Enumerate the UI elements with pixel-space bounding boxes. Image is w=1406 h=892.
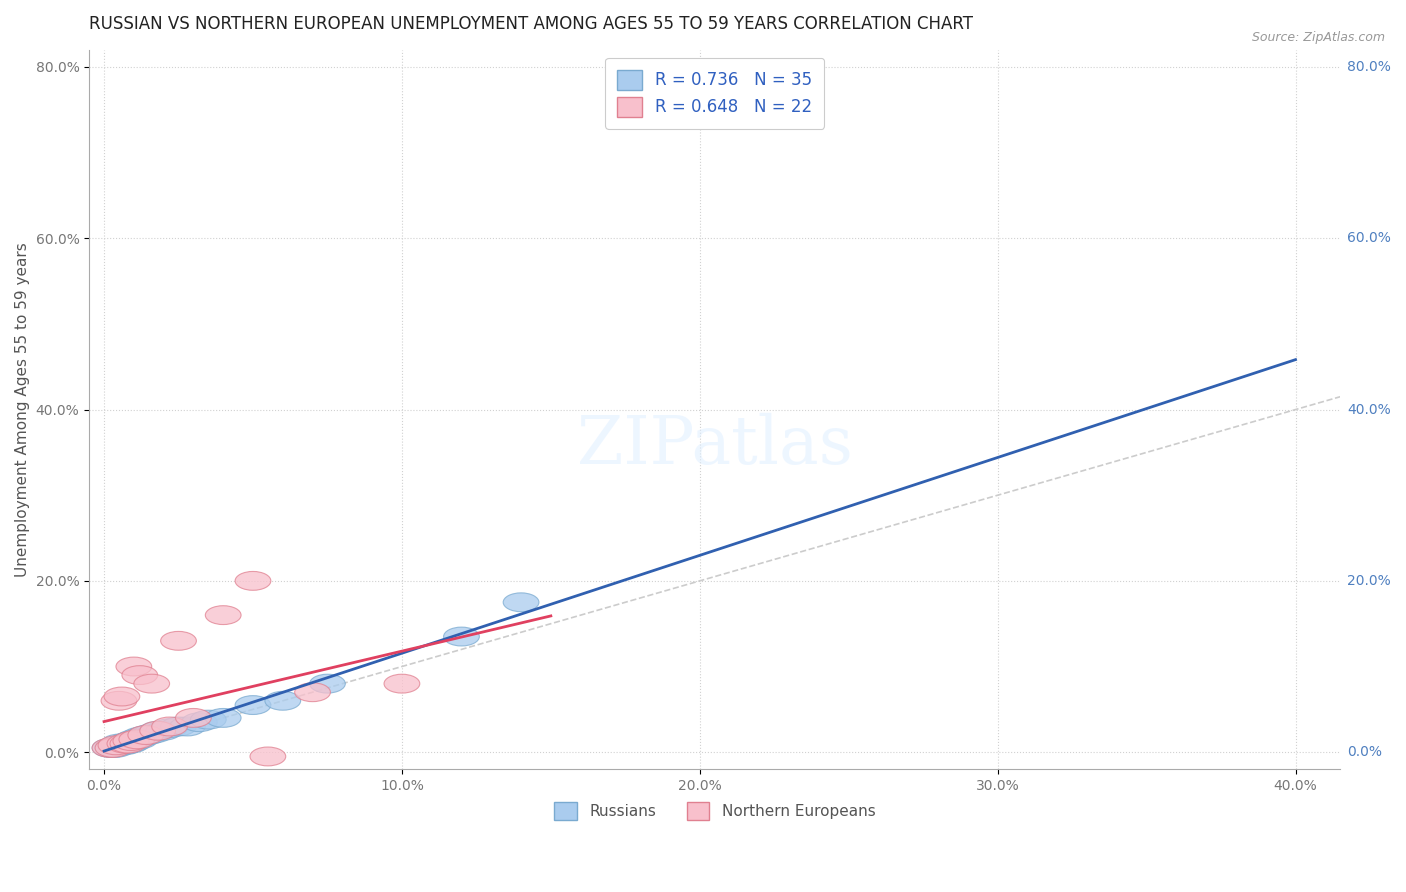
Text: RUSSIAN VS NORTHERN EUROPEAN UNEMPLOYMENT AMONG AGES 55 TO 59 YEARS CORRELATION : RUSSIAN VS NORTHERN EUROPEAN UNEMPLOYMEN… bbox=[89, 15, 973, 33]
Ellipse shape bbox=[444, 627, 479, 646]
Text: 0.0%: 0.0% bbox=[1347, 745, 1382, 759]
Ellipse shape bbox=[122, 730, 157, 748]
Text: 40.0%: 40.0% bbox=[1347, 402, 1391, 417]
Ellipse shape bbox=[98, 736, 134, 755]
Y-axis label: Unemployment Among Ages 55 to 59 years: Unemployment Among Ages 55 to 59 years bbox=[15, 243, 30, 577]
Ellipse shape bbox=[205, 606, 240, 624]
Ellipse shape bbox=[190, 710, 226, 729]
Ellipse shape bbox=[101, 734, 136, 753]
Ellipse shape bbox=[205, 708, 240, 727]
Ellipse shape bbox=[146, 722, 181, 740]
Ellipse shape bbox=[110, 732, 146, 751]
Legend: Russians, Northern Europeans: Russians, Northern Europeans bbox=[548, 796, 882, 826]
Ellipse shape bbox=[104, 687, 139, 706]
Ellipse shape bbox=[160, 632, 197, 650]
Ellipse shape bbox=[170, 717, 205, 736]
Ellipse shape bbox=[120, 730, 155, 748]
Ellipse shape bbox=[122, 665, 157, 684]
Ellipse shape bbox=[295, 682, 330, 702]
Ellipse shape bbox=[122, 727, 157, 747]
Ellipse shape bbox=[235, 572, 271, 591]
Ellipse shape bbox=[160, 717, 197, 736]
Ellipse shape bbox=[112, 734, 149, 753]
Ellipse shape bbox=[309, 674, 346, 693]
Ellipse shape bbox=[131, 725, 166, 745]
Ellipse shape bbox=[128, 725, 163, 745]
Ellipse shape bbox=[250, 747, 285, 766]
Ellipse shape bbox=[101, 736, 136, 755]
Text: Source: ZipAtlas.com: Source: ZipAtlas.com bbox=[1251, 31, 1385, 45]
Ellipse shape bbox=[152, 717, 187, 736]
Ellipse shape bbox=[125, 727, 160, 747]
Ellipse shape bbox=[96, 739, 131, 757]
Text: 20.0%: 20.0% bbox=[1347, 574, 1391, 588]
Ellipse shape bbox=[235, 696, 271, 714]
Ellipse shape bbox=[112, 731, 149, 750]
Ellipse shape bbox=[115, 732, 152, 751]
Ellipse shape bbox=[93, 739, 128, 757]
Ellipse shape bbox=[503, 593, 538, 612]
Ellipse shape bbox=[136, 724, 173, 743]
Ellipse shape bbox=[115, 657, 152, 676]
Ellipse shape bbox=[128, 725, 163, 745]
Ellipse shape bbox=[120, 730, 155, 748]
Ellipse shape bbox=[107, 734, 143, 753]
Ellipse shape bbox=[134, 674, 170, 693]
Ellipse shape bbox=[134, 724, 170, 743]
Ellipse shape bbox=[93, 739, 128, 757]
Ellipse shape bbox=[264, 691, 301, 710]
Ellipse shape bbox=[107, 734, 143, 753]
Text: 60.0%: 60.0% bbox=[1347, 231, 1391, 245]
Text: 80.0%: 80.0% bbox=[1347, 60, 1391, 74]
Ellipse shape bbox=[96, 739, 131, 757]
Text: ZIPatlas: ZIPatlas bbox=[576, 413, 852, 478]
Ellipse shape bbox=[98, 739, 134, 757]
Ellipse shape bbox=[181, 713, 218, 731]
Ellipse shape bbox=[101, 691, 136, 710]
Ellipse shape bbox=[112, 731, 149, 750]
Ellipse shape bbox=[139, 722, 176, 740]
Ellipse shape bbox=[110, 734, 146, 753]
Ellipse shape bbox=[152, 719, 187, 738]
Ellipse shape bbox=[384, 674, 420, 693]
Ellipse shape bbox=[115, 730, 152, 748]
Ellipse shape bbox=[176, 708, 211, 727]
Ellipse shape bbox=[107, 736, 143, 755]
Ellipse shape bbox=[110, 734, 146, 753]
Ellipse shape bbox=[139, 722, 176, 740]
Ellipse shape bbox=[104, 736, 139, 755]
